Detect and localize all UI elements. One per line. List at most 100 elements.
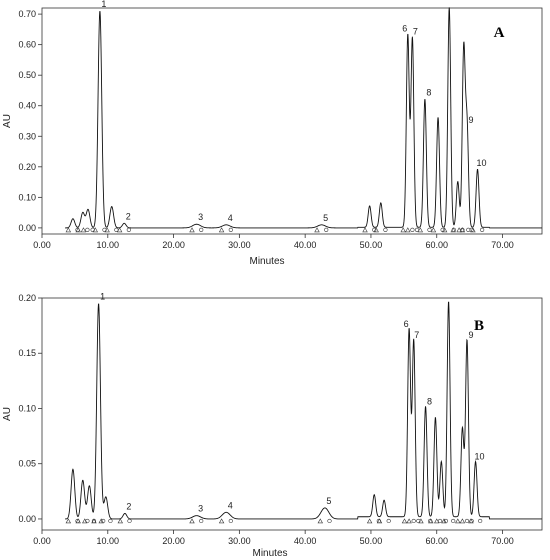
- baseline-triangle-marker: [218, 227, 225, 233]
- x-tick-label: 20.00: [162, 240, 185, 250]
- y-tick-label: 0.60: [18, 40, 36, 50]
- x-tick-label: 60.00: [425, 536, 448, 546]
- peak-label: 10: [477, 158, 487, 168]
- baseline-circle-marker: [386, 518, 391, 524]
- baseline-triangle-marker: [65, 518, 72, 524]
- y-tick-label: 0.50: [18, 70, 36, 80]
- peak-label: 7: [414, 330, 419, 340]
- y-tick-label: 0.70: [18, 9, 36, 19]
- baseline-triangle-marker: [362, 227, 368, 233]
- baseline-circle-marker: [427, 227, 432, 232]
- baseline-triangle-marker: [373, 227, 379, 233]
- baseline-circle-marker: [437, 518, 443, 524]
- x-tick-label: 70.00: [491, 240, 514, 250]
- baseline-triangle-marker: [104, 227, 110, 233]
- peak-label: 6: [402, 23, 407, 33]
- y-tick-label: 0.00: [18, 223, 36, 233]
- baseline-triangle-marker: [405, 227, 411, 233]
- y-tick-label: 0.20: [18, 293, 36, 303]
- x-tick-label: 10.00: [97, 536, 120, 546]
- baseline-circle-marker: [410, 227, 415, 232]
- baseline-triangle-marker: [189, 518, 195, 524]
- baseline-triangle-marker: [116, 227, 123, 233]
- baseline-triangle-marker: [406, 518, 412, 524]
- plot-frame: [41, 7, 543, 235]
- baseline-circle-marker: [480, 227, 485, 232]
- peak-label: 2: [126, 211, 131, 221]
- baseline-triangle-marker: [80, 227, 87, 233]
- peak-label: 10: [475, 452, 485, 462]
- baseline-circle-marker: [411, 518, 416, 524]
- baseline-circle-marker: [90, 227, 95, 232]
- peak-label: 1: [100, 292, 105, 302]
- y-tick-label: 0.15: [18, 348, 36, 358]
- x-tick-label: 50.00: [360, 536, 383, 546]
- peak-label: 4: [228, 213, 233, 223]
- x-tick-label: 0.00: [33, 240, 51, 250]
- y-tick-label: 0.05: [18, 459, 36, 469]
- baseline-circle-marker: [126, 227, 131, 232]
- baseline-circle-marker: [324, 227, 329, 232]
- y-tick-label: 0.40: [18, 101, 36, 111]
- baseline-triangle-marker: [218, 518, 225, 524]
- y-axis-label: AU: [2, 114, 13, 128]
- peak-label: 3: [198, 212, 203, 222]
- baseline-triangle-marker: [455, 518, 461, 524]
- peak-label: 9: [468, 115, 473, 125]
- baseline-triangle-marker: [441, 227, 448, 233]
- chromatogram-trace: [65, 7, 542, 229]
- peak-label: 2: [126, 501, 131, 511]
- x-tick-label: 70.00: [491, 536, 514, 546]
- baseline-circle-marker: [466, 227, 471, 232]
- baseline-triangle-marker: [428, 518, 434, 524]
- x-tick-label: 60.00: [425, 240, 448, 250]
- baseline-triangle-marker: [441, 518, 447, 524]
- baseline-triangle-marker: [400, 227, 406, 233]
- baseline-circle-marker: [478, 518, 483, 524]
- x-tick-label: 50.00: [360, 240, 383, 250]
- peak-label: 1: [101, 0, 106, 9]
- x-tick-label: 40.00: [294, 536, 317, 546]
- baseline-triangle-marker: [470, 227, 476, 233]
- y-axis-label: AU: [2, 407, 13, 421]
- x-tick-label: 30.00: [228, 240, 251, 250]
- x-tick-label: 30.00: [228, 536, 251, 546]
- peak-label: 8: [427, 396, 432, 406]
- x-axis-label: Minutes: [252, 548, 287, 559]
- peak-label: 6: [404, 319, 409, 329]
- panel-label: A: [494, 25, 505, 41]
- baseline-circle-marker: [464, 518, 470, 524]
- peak-label: 9: [468, 330, 473, 340]
- chromatogram-panel-b: 0.00 10.00 20.00 30.00 40.00 50.00 60.00 70.000…: [2, 292, 543, 559]
- baseline-circle-marker: [85, 227, 90, 232]
- y-tick-label: 0.30: [18, 131, 36, 141]
- baseline-circle-marker: [199, 227, 204, 232]
- chromatogram-panel-a: 0.00 10.00 20.00 30.00 40.00 50.00 60.00 70.000…: [2, 0, 543, 267]
- y-tick-label: 0.00: [18, 514, 36, 524]
- x-tick-label: 20.00: [162, 536, 185, 546]
- baseline-circle-marker: [460, 227, 465, 232]
- x-tick-label: 10.00: [97, 240, 120, 250]
- baseline-triangle-marker: [417, 227, 423, 233]
- baseline-triangle-marker: [366, 518, 373, 524]
- chromatogram-trace: [65, 301, 542, 520]
- panel-label: B: [474, 318, 484, 334]
- baseline-triangle-marker: [450, 227, 456, 233]
- peak-label: 8: [426, 88, 431, 98]
- baseline-circle-marker: [127, 518, 132, 524]
- peak-label: 4: [228, 500, 233, 510]
- plot-frame: [41, 297, 543, 531]
- baseline-circle-marker: [108, 518, 113, 524]
- baseline-circle-marker: [414, 227, 420, 232]
- baseline-circle-marker: [114, 227, 119, 232]
- x-tick-label: 0.00: [33, 536, 51, 546]
- baseline-triangle-marker: [189, 227, 195, 233]
- baseline-triangle-marker: [75, 227, 81, 233]
- baseline-triangle-marker: [317, 518, 323, 524]
- baseline-triangle-marker: [430, 227, 437, 233]
- baseline-circle-marker: [383, 227, 388, 232]
- x-tick-label: 40.00: [294, 240, 317, 250]
- baseline-triangle-marker: [376, 518, 383, 524]
- baseline-circle-marker: [199, 518, 204, 524]
